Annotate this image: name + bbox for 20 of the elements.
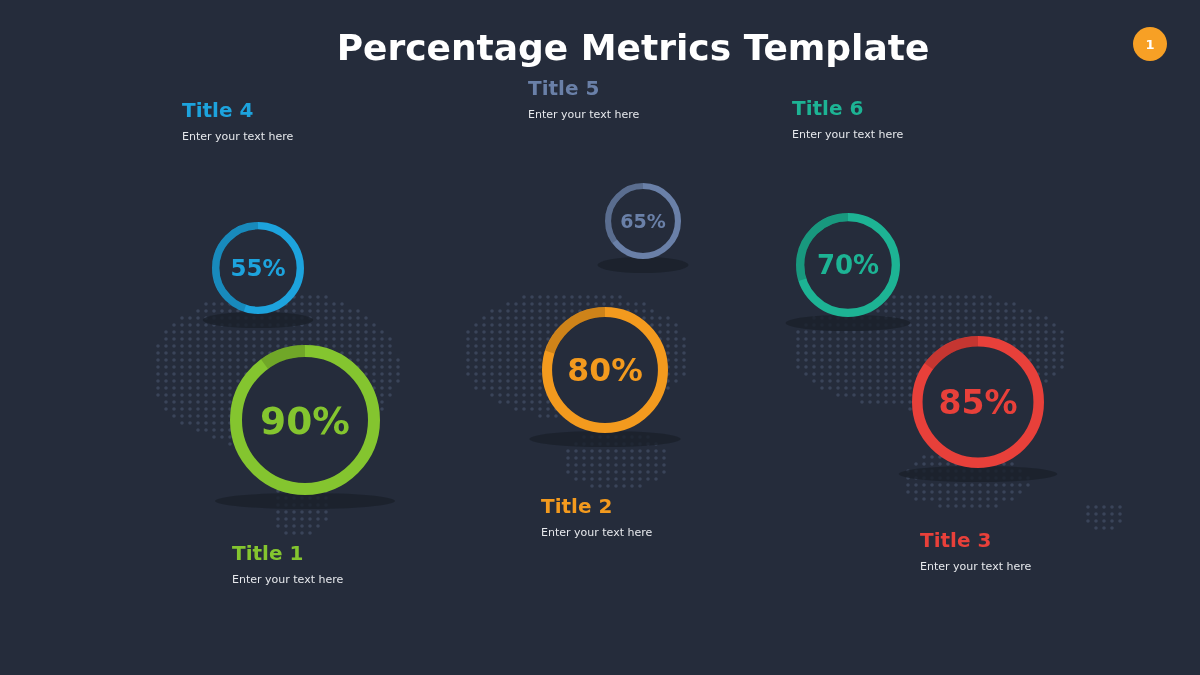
text: Enter your text here xyxy=(792,128,904,141)
category-label: Title 5 xyxy=(528,76,600,100)
data-label: 90% xyxy=(260,398,350,443)
text: 1 xyxy=(1145,36,1155,52)
data-label: 80% xyxy=(567,352,643,389)
data-label: 65% xyxy=(620,209,666,232)
category-label: Title 6 xyxy=(792,96,864,120)
category-label: Title 3 xyxy=(920,528,992,552)
text: Enter your text here xyxy=(920,560,1032,573)
text: Enter your text here xyxy=(182,130,294,143)
data-label: 55% xyxy=(230,255,286,282)
text: Enter your text here xyxy=(541,526,653,539)
data-label: 85% xyxy=(938,382,1018,422)
category-label: Title 4 xyxy=(182,98,254,122)
text: Enter your text here xyxy=(232,573,344,586)
data-label: 70% xyxy=(816,250,880,281)
text: Percentage Metrics Template xyxy=(336,27,930,68)
category-label: Title 2 xyxy=(541,494,613,518)
text: Enter your text here xyxy=(528,108,640,121)
category-label: Title 1 xyxy=(232,541,304,565)
